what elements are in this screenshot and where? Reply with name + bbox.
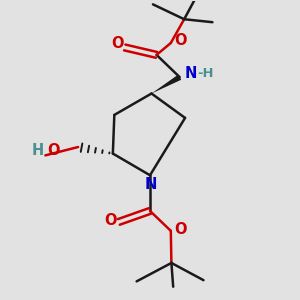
Text: O: O (104, 213, 117, 228)
Text: N: N (185, 66, 197, 81)
Polygon shape (152, 75, 181, 94)
Text: N: N (144, 177, 157, 192)
Text: O: O (111, 36, 124, 51)
Text: O: O (174, 32, 186, 47)
Text: O: O (47, 143, 59, 158)
Text: -H: -H (198, 67, 214, 80)
Text: O: O (174, 222, 186, 237)
Text: H: H (32, 143, 44, 158)
